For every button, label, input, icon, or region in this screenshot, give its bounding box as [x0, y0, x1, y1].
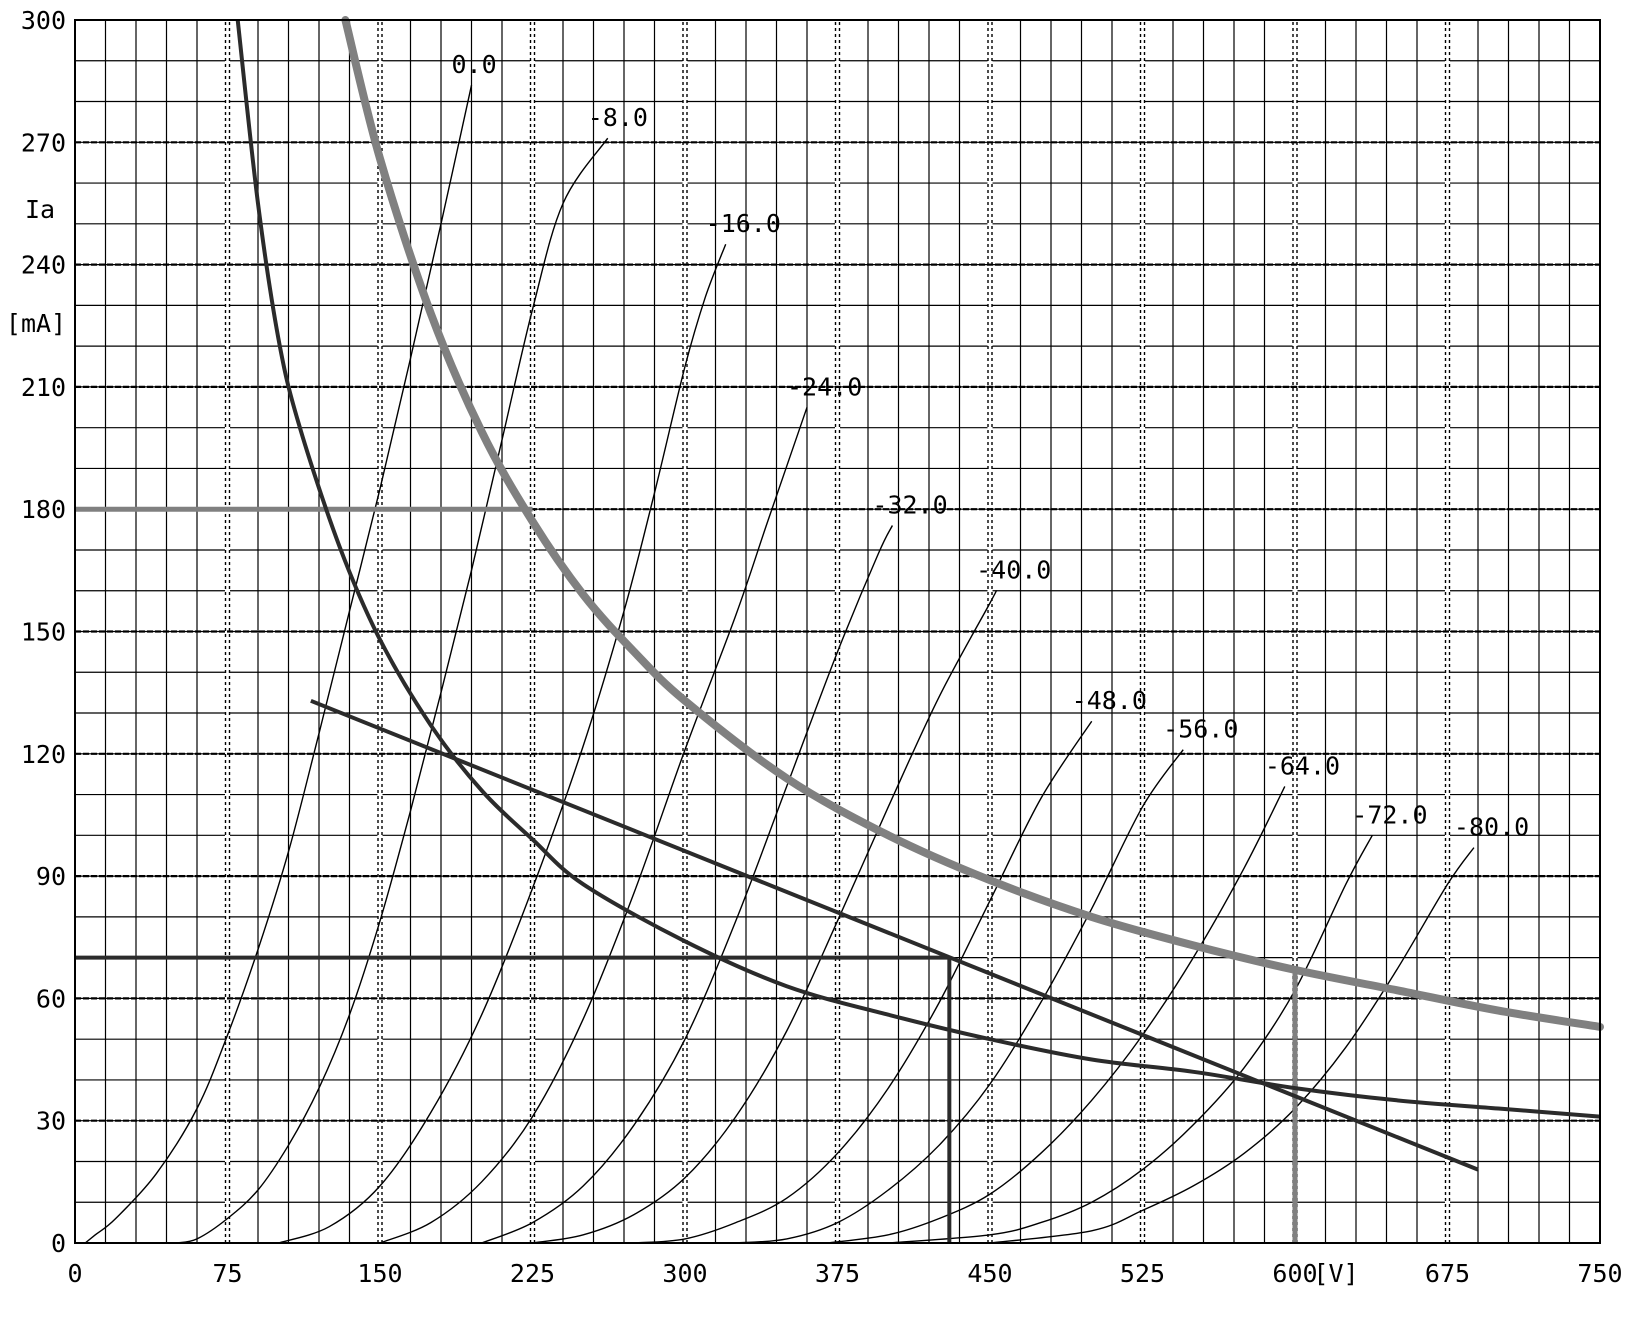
grid [74, 19, 1601, 1244]
curve-vg--8.0 [176, 137, 609, 1244]
x-tick-label: 450 [967, 1259, 1012, 1288]
x-tick-label: 225 [510, 1259, 555, 1288]
axes: 0 75 150 225 300 375 450 525 600 675 750 0 30 60 90 120… [21, 6, 1623, 1288]
y-tick-label: 240 [21, 251, 66, 280]
curve-label: 0.0 [452, 50, 497, 79]
y-tick-label: 60 [36, 984, 66, 1013]
plot-area: 0.0 -8.0 -16.0 -24.0 -32.0 -40.0 -48.0 -56.0 -64… [75, 16, 1604, 1244]
load-line [310, 698, 1479, 1172]
curve-vg--56.0 [735, 749, 1184, 1244]
power-curve-grey [341, 16, 1604, 1031]
curve-label: -48.0 [1072, 686, 1147, 715]
curve-label: -72.0 [1352, 800, 1427, 829]
curve-label: -40.0 [976, 556, 1051, 585]
curve-label: -64.0 [1265, 751, 1340, 780]
curve-vg--32.0 [481, 525, 894, 1244]
x-tick-label: 300 [662, 1259, 707, 1288]
y-tick-label: 270 [21, 128, 66, 157]
curve-vg--48.0 [634, 720, 1093, 1244]
curve-label: -24.0 [787, 372, 862, 401]
x-tick-label: 150 [357, 1259, 402, 1288]
curve-vg-0.0 [84, 85, 473, 1244]
curve-label: -16.0 [706, 209, 781, 238]
x-tick-label: 525 [1120, 1259, 1165, 1288]
x-tick-label: 600 [1272, 1259, 1317, 1288]
curve-label: -80.0 [1454, 813, 1529, 842]
curve-label: -56.0 [1163, 715, 1238, 744]
plot-frame [74, 19, 1601, 1244]
y-tick-label: 0 [51, 1229, 66, 1258]
x-tick-label: 75 [212, 1259, 242, 1288]
curve-label: -8.0 [588, 103, 648, 132]
curve-vg--40.0 [532, 590, 997, 1244]
y-tick-label: 30 [36, 1107, 66, 1136]
power-curve-dark [235, 19, 1601, 1119]
y-tick-label: 210 [21, 373, 66, 402]
curve-vg--72.0 [888, 834, 1373, 1244]
y-tick-label: 90 [36, 862, 66, 891]
y-tick-label: 150 [21, 618, 66, 647]
y-axis-label-unit: [mA] [6, 309, 66, 338]
y-tick-label: 180 [21, 495, 66, 524]
x-tick-label: 375 [815, 1259, 860, 1288]
curve-vg--64.0 [827, 786, 1286, 1244]
x-tick-label: 0 [67, 1259, 82, 1288]
x-axis-label: [V] [1313, 1259, 1358, 1288]
y-tick-label: 300 [21, 6, 66, 35]
curve-vg--80.0 [989, 847, 1475, 1244]
y-tick-label: 120 [21, 740, 66, 769]
x-tick-label: 675 [1425, 1259, 1470, 1288]
curve-label: -32.0 [872, 491, 947, 520]
x-tick-label: 750 [1577, 1259, 1622, 1288]
y-axis-label-ia: Ia [25, 195, 55, 224]
